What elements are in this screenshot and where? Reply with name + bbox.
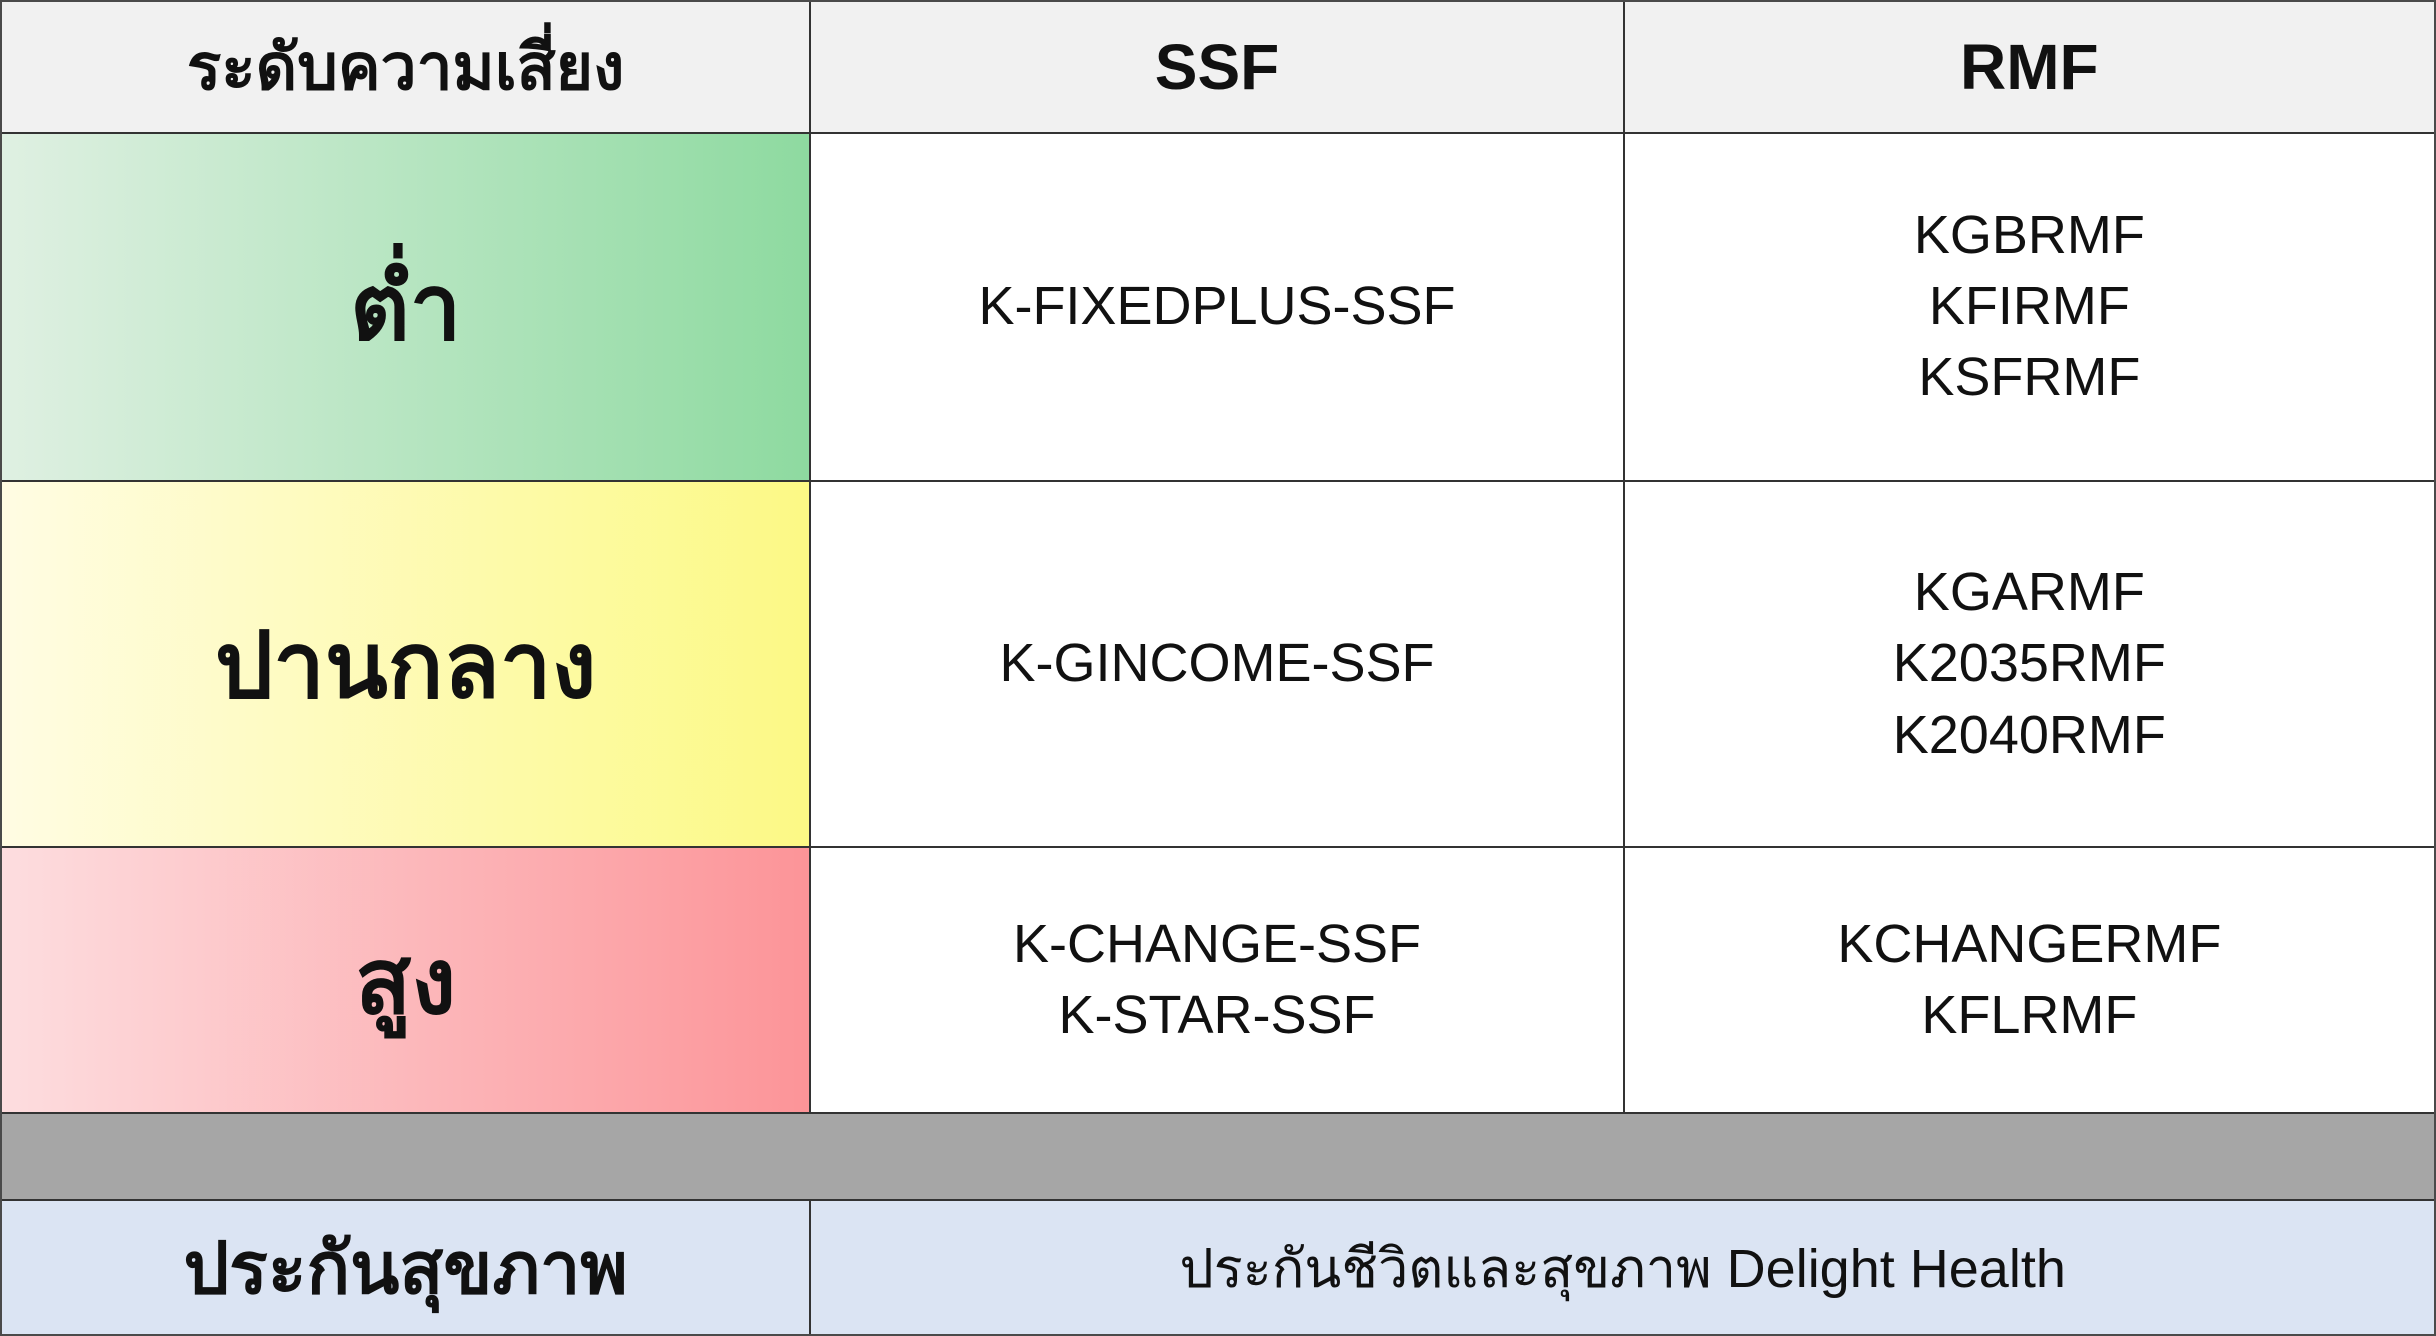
rmf-funds-high: KCHANGERMF KFLRMF [1624,848,2434,1113]
separator-bar [2,1114,2434,1200]
ssf-funds-low: K-FIXEDPLUS-SSF [811,133,1623,480]
header-ssf: SSF [811,2,1623,132]
insurance-label-cell: ประกันสุขภาพ [2,1201,810,1334]
risk-cell-high: สูง [2,848,810,1113]
rmf-funds-medium: KGARMF K2035RMF K2040RMF [1624,481,2434,847]
risk-cell-medium: ปานกลาง [2,481,810,847]
ssf-funds-high: K-CHANGE-SSF K-STAR-SSF [811,848,1623,1113]
rmf-funds-low: KGBRMF KFIRMF KSFRMF [1624,133,2434,480]
ssf-funds-medium: K-GINCOME-SSF [811,481,1623,847]
risk-cell-low: ต่ำ [2,133,810,480]
header-risk-level: ระดับความเสี่ยง [2,2,810,132]
insurance-value-cell: ประกันชีวิตและสุขภาพ Delight Health [811,1201,2434,1334]
header-rmf: RMF [1624,2,2434,132]
